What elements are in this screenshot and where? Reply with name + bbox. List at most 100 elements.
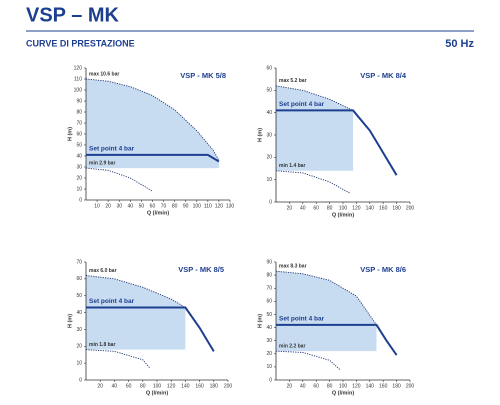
curve-label: Set point 4 bar (279, 101, 325, 108)
y-tick-label: 60 (76, 131, 82, 137)
y-tick-label: 80 (76, 109, 82, 115)
x-tick-label: 60 (150, 203, 156, 209)
chart-title: VSP - MK 8/4 (360, 71, 407, 80)
y-axis-label: H (m) (67, 314, 73, 328)
y-tick-label: 30 (266, 338, 272, 344)
x-tick-label: 200 (406, 383, 415, 389)
curve (276, 109, 398, 176)
curve-label: Set point 4 bar (89, 298, 135, 305)
y-tick-label: 0 (269, 377, 272, 383)
x-tick-label: 40 (128, 203, 134, 209)
x-axis-label: Q (l/min) (332, 390, 354, 396)
x-tick-label: 100 (339, 383, 348, 389)
y-tick-label: 70 (76, 259, 82, 265)
curve (275, 170, 350, 194)
y-tick-label: 90 (266, 259, 272, 265)
curve-label: min 2.2 bar (279, 343, 305, 349)
y-tick-label: 60 (266, 299, 272, 305)
x-tick-label: 100 (339, 205, 348, 211)
x-tick-label: 180 (210, 383, 219, 389)
y-tick-label: 120 (74, 65, 83, 71)
curve-label: Set point 4 bar (89, 146, 135, 153)
chart-title: VSP - MK 8/5 (178, 265, 224, 274)
x-tick-label: 50 (139, 203, 145, 209)
y-tick-label: 110 (74, 76, 82, 82)
x-tick-label: 80 (140, 383, 146, 389)
x-tick-label: 10 (94, 203, 100, 209)
chart-panel: 0 10 20 30 40 50 60 70 20 40 60 80 100 120 140 160 180 20… (67, 259, 232, 396)
x-tick-label: 160 (379, 383, 388, 389)
x-tick-label: 160 (195, 383, 204, 389)
y-tick-label: 10 (76, 186, 82, 192)
y-axis-label: H (m) (257, 128, 263, 142)
y-axis-label: H (m) (257, 314, 263, 328)
y-tick-label: 20 (76, 175, 82, 181)
x-tick-label: 60 (313, 205, 319, 211)
curve (275, 350, 340, 370)
y-tick-label: 50 (266, 312, 272, 318)
y-tick-label: 30 (76, 327, 82, 333)
x-axis-label: Q (l/min) (146, 390, 168, 396)
x-tick-label: 180 (392, 383, 401, 389)
frequency: 50 Hz (445, 38, 474, 50)
y-tick-label: 20 (76, 344, 82, 350)
chart-panel: 0 10 20 30 40 50 60 20 40 60 80 100 120 140 160 180 200 Q… (257, 65, 414, 218)
y-tick-label: 50 (76, 293, 82, 299)
curve-label: min 1.8 bar (89, 342, 115, 348)
x-tick-label: 100 (153, 383, 162, 389)
y-tick-label: 80 (266, 272, 272, 278)
y-tick-label: 0 (79, 377, 82, 383)
y-tick-label: 40 (266, 325, 272, 331)
chart-panel: 0 10 20 30 40 50 60 70 80 90 20 40 60 80 100 120 140 160 1… (257, 259, 414, 396)
x-tick-label: 60 (313, 383, 319, 389)
x-tick-label: 20 (97, 383, 103, 389)
y-tick-label: 30 (266, 132, 272, 138)
y-tick-label: 20 (266, 351, 272, 357)
y-tick-label: 40 (266, 110, 272, 116)
curve-label: min 2.9 bar (89, 160, 115, 166)
y-tick-label: 0 (269, 199, 272, 205)
y-axis-label: H (m) (67, 127, 73, 141)
y-tick-label: 40 (76, 310, 82, 316)
y-tick-label: 50 (76, 142, 82, 148)
y-tick-label: 70 (266, 286, 272, 292)
x-tick-label: 160 (379, 205, 388, 211)
x-tick-label: 140 (181, 383, 190, 389)
x-tick-label: 70 (161, 203, 167, 209)
x-tick-label: 80 (172, 203, 178, 209)
x-tick-label: 40 (300, 383, 306, 389)
x-axis-label: Q (l/min) (332, 212, 354, 218)
x-tick-label: 90 (183, 203, 189, 209)
curve (275, 85, 354, 111)
x-tick-label: 110 (204, 203, 212, 209)
curve (276, 323, 398, 356)
y-tick-label: 40 (76, 153, 82, 159)
x-tick-label: 20 (287, 205, 293, 211)
y-tick-label: 90 (76, 98, 82, 104)
y-tick-label: 0 (79, 197, 82, 203)
curve (85, 349, 151, 369)
operating-area (276, 271, 377, 352)
chart-title: VSP - MK 8/6 (360, 265, 406, 274)
y-tick-label: 60 (76, 276, 82, 282)
x-tick-label: 60 (126, 383, 132, 389)
x-tick-label: 200 (406, 205, 415, 211)
x-tick-label: 130 (226, 203, 235, 209)
x-axis-label: Q (l/min) (147, 210, 169, 216)
curve (275, 270, 377, 326)
y-tick-label: 10 (76, 360, 82, 366)
curve-label: min 1.4 bar (279, 163, 305, 169)
x-tick-label: 80 (327, 205, 333, 211)
curve (85, 167, 153, 192)
subtitle: CURVE DI PRESTAZIONE (26, 38, 135, 48)
y-tick-label: 100 (74, 87, 83, 93)
curve-label: max 6.0 bar (89, 268, 117, 274)
x-tick-label: 40 (112, 383, 118, 389)
curve (85, 275, 186, 308)
curve-label: Set point 4 bar (279, 316, 325, 323)
curve-label: max 10.6 bar (89, 71, 119, 77)
x-tick-label: 120 (352, 205, 361, 211)
x-tick-label: 80 (327, 383, 333, 389)
operating-area (86, 275, 186, 350)
